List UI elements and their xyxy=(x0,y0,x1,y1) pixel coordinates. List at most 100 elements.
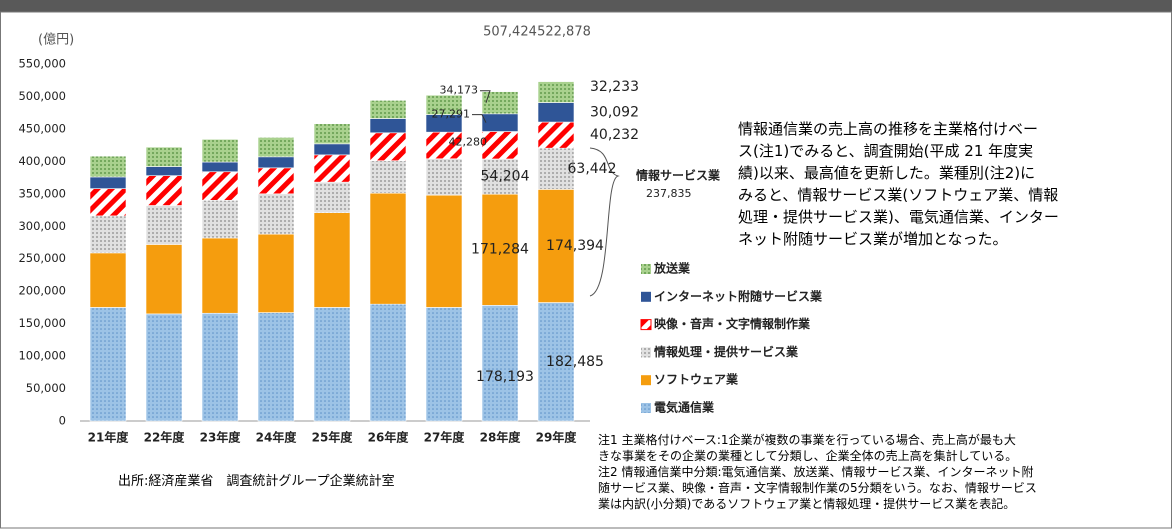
x-tick-label: 27年度 xyxy=(424,430,466,445)
y-tick-label: 50,000 xyxy=(26,381,66,395)
x-tick-label: 23年度 xyxy=(200,430,242,445)
y-tick-label: 400,000 xyxy=(18,154,66,168)
legend-swatch xyxy=(641,403,651,413)
legend-label: インターネット附随サービス業 xyxy=(654,288,823,303)
bar-segment xyxy=(257,233,295,313)
bar-segment xyxy=(145,166,183,176)
bar-segment xyxy=(481,131,519,160)
bar-segment xyxy=(89,252,127,308)
y-tick-label: 450,000 xyxy=(18,121,66,135)
value-label: 171,284 xyxy=(471,242,529,258)
y-tick-label: 0 xyxy=(59,414,66,428)
y-tick-label: 550,000 xyxy=(18,57,66,71)
notes: 注1 主業格付けベース:1企業が複数の事業を行っている場合、売上高が最も大 きな事… xyxy=(598,432,1037,512)
bar-segment xyxy=(89,307,127,422)
bar-segment xyxy=(481,113,519,132)
bar-segment xyxy=(257,156,295,169)
value-label: 40,232 xyxy=(590,127,639,143)
bar-segment xyxy=(89,176,127,189)
leader-line xyxy=(472,114,487,123)
bar-segment xyxy=(89,155,127,178)
y-unit: (億円) xyxy=(38,32,74,48)
value-label: 42,280 xyxy=(449,135,488,148)
x-tick-label: 21年度 xyxy=(88,430,130,445)
bar-segment xyxy=(369,192,407,305)
bar-segment xyxy=(257,137,295,158)
note-line: 注1 主業格付けベース:1企業が複数の事業を行っている場合、売上高が最も大 xyxy=(598,433,1016,447)
bar-segment xyxy=(369,132,407,162)
bar-segment xyxy=(537,121,575,149)
y-tick-label: 100,000 xyxy=(18,349,66,363)
value-label: 27,291 xyxy=(432,108,471,121)
bar-segment xyxy=(313,181,351,213)
legend-label: 電気通信業 xyxy=(654,400,715,415)
description-line: ス(注1)でみると、調査開始(平成 21 年度実 xyxy=(738,142,1034,160)
value-label: 178,193 xyxy=(476,369,534,385)
value-label: 63,442 xyxy=(568,161,617,177)
bar-segment xyxy=(145,205,183,245)
legend-label: 情報処理・提供サービス業 xyxy=(654,344,799,359)
y-tick-label: 250,000 xyxy=(18,251,66,265)
bar-segment xyxy=(481,91,519,115)
bar-segment xyxy=(537,189,575,303)
bar-segment xyxy=(313,307,351,422)
x-tick-label: 26年度 xyxy=(368,430,410,445)
bar-segment xyxy=(537,81,575,103)
bar-segment xyxy=(89,215,127,254)
bar-segment xyxy=(481,305,519,422)
note-line: 業は内訳(小分類)であるソフトウェア業と情報処理・提供サービス業を表記。 xyxy=(598,497,1016,511)
x-tick-label: 22年度 xyxy=(144,430,186,445)
bar-segment xyxy=(257,193,295,235)
value-label: 32,233 xyxy=(590,79,639,95)
value-label: 174,394 xyxy=(546,238,604,254)
x-tick-label: 24年度 xyxy=(256,430,298,445)
value-label: 182,485 xyxy=(546,354,604,370)
description-line: ネット附随サービス業が増加となった。 xyxy=(738,230,1008,248)
bar-segment xyxy=(313,123,351,145)
legend-label: 放送業 xyxy=(653,261,691,276)
y-tick-label: 350,000 xyxy=(18,186,66,200)
bar-segment xyxy=(369,160,407,194)
total-label: 507,424 xyxy=(483,25,537,40)
bar-segment xyxy=(537,102,575,123)
bar-segment xyxy=(425,158,463,196)
legend-label: 映像・音声・文字情報制作業 xyxy=(654,316,811,331)
note-line: 随サービス業、映像・音声・文字情報制作業の5分類をいう。なお、情報サービス xyxy=(598,481,1037,495)
description-line: 処理・提供サービス業)、電気通信業、インター xyxy=(738,208,1059,226)
x-tick-label: 25年度 xyxy=(312,430,354,445)
bar-segment xyxy=(257,167,295,195)
legend-swatch xyxy=(641,291,651,302)
description-line: 情報通信業の売上高の推移を主業格付けベー xyxy=(738,120,1039,138)
bar-segment xyxy=(257,312,295,422)
bar-segment xyxy=(313,143,351,156)
bar-segment xyxy=(369,303,407,422)
bar-segment xyxy=(313,154,351,183)
legend-swatch xyxy=(640,319,652,331)
bar-segment xyxy=(313,212,351,308)
bar-segment xyxy=(201,312,239,422)
bar-segment xyxy=(201,161,239,173)
x-tick-label: 29年度 xyxy=(536,430,578,445)
note-line: 注2 情報通信業中分類:電気通信業、放送業、情報サービス業、インターネット附 xyxy=(598,465,1034,479)
bar-segment xyxy=(369,100,407,119)
legend-label: ソフトウェア業 xyxy=(654,372,739,387)
y-tick-label: 300,000 xyxy=(18,219,66,233)
bar-segment xyxy=(145,244,183,315)
legend-swatch xyxy=(641,347,651,358)
group-label: 情報サービス業 xyxy=(636,168,721,183)
description-line: 績)以来、最高値を更新した。業種別(注2)に xyxy=(738,164,1036,182)
bar-segment xyxy=(537,302,575,422)
value-label: 30,092 xyxy=(590,104,639,120)
bar-segment xyxy=(537,147,575,190)
bar-segment xyxy=(481,193,519,306)
y-tick-label: 150,000 xyxy=(18,316,66,330)
group-value: 237,835 xyxy=(646,187,692,200)
source: 出所:経済産業省 調査統計グループ企業統計室 xyxy=(118,474,395,489)
bar-segment xyxy=(425,307,463,422)
bar-segment xyxy=(201,171,239,201)
bar-segment xyxy=(425,194,463,308)
bar-segment xyxy=(89,188,127,217)
y-tick-label: 200,000 xyxy=(18,284,66,298)
